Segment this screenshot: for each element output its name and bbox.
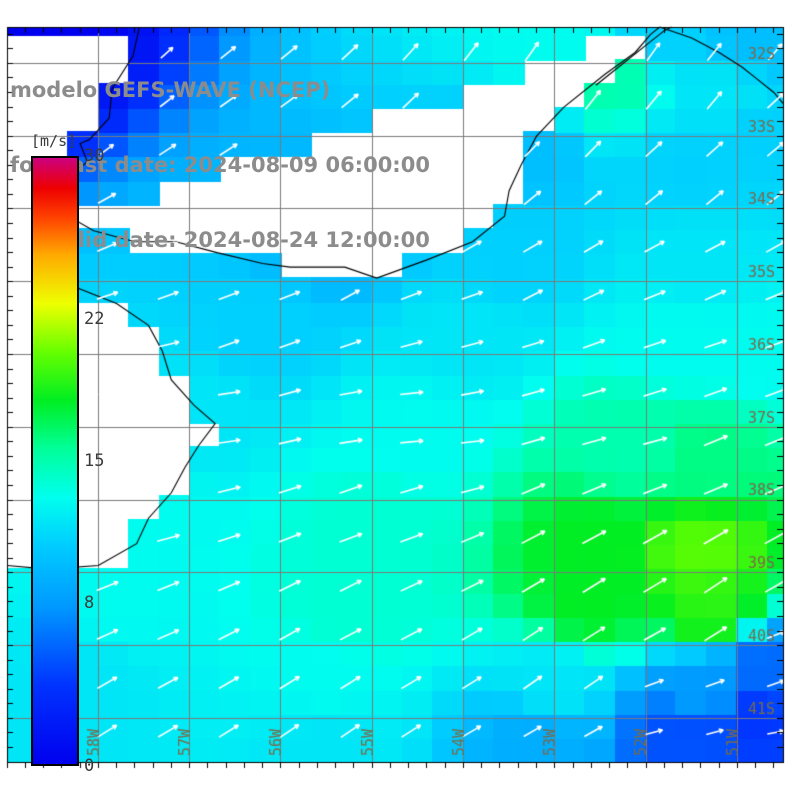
colorbar-tick-0: 0 bbox=[84, 756, 95, 776]
colorbar-tick-22: 22 bbox=[84, 308, 105, 329]
colorbar-unit-label: [m/s] bbox=[31, 132, 77, 150]
colorbar-tick-15: 15 bbox=[84, 451, 105, 471]
wind-speed-colorbar bbox=[31, 156, 79, 766]
colorbar-tick-30: 30 bbox=[84, 146, 105, 166]
colorbar-tick-8: 8 bbox=[84, 593, 95, 614]
